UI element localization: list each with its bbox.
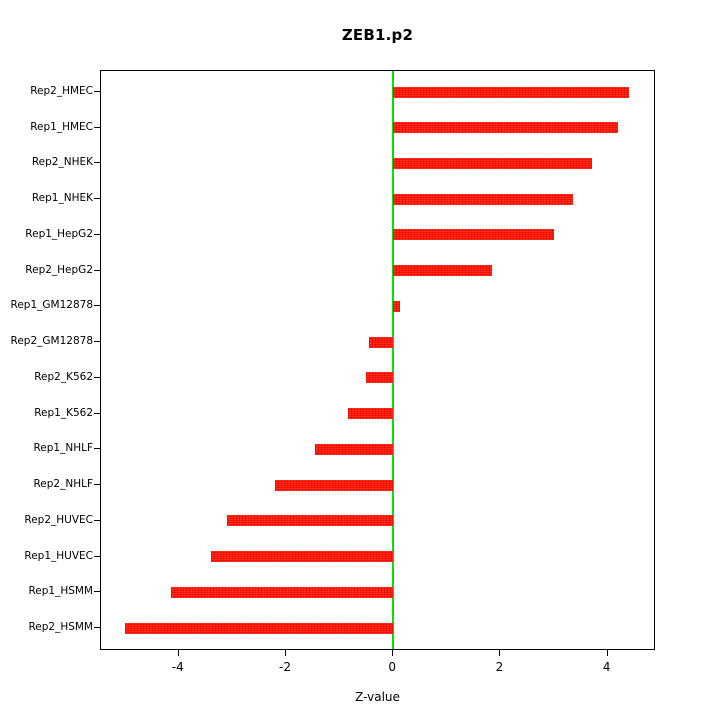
plot-area <box>100 70 655 650</box>
y-axis-tick <box>94 91 100 92</box>
y-tick-label: Rep2_NHLF <box>33 478 93 491</box>
bar <box>125 622 394 634</box>
x-axis-tick <box>177 650 179 656</box>
y-axis-tick <box>94 198 100 200</box>
y-tick-label: Rep1_K562 <box>34 406 93 419</box>
x-axis-title: Z-value <box>355 690 400 704</box>
bar <box>366 372 394 384</box>
y-tick-label: Rep2_HSMM <box>28 621 93 633</box>
y-axis-tick <box>94 591 100 593</box>
bar <box>393 193 573 205</box>
x-tick-label: 4 <box>602 660 611 674</box>
y-axis-tick <box>94 162 100 164</box>
y-axis-tick <box>94 233 100 235</box>
bar <box>393 86 630 98</box>
bar <box>170 586 394 598</box>
y-tick-label: Rep2_HMEC <box>30 85 93 97</box>
y-tick-label: Rep2_HUVEC <box>24 513 93 526</box>
y-tick-label: Rep1_HMEC <box>30 120 93 133</box>
x-axis-tick <box>499 650 501 656</box>
chart-title: ZEB1.p2 <box>341 26 414 44</box>
x-tick-label: 0 <box>388 660 397 674</box>
y-tick-label: Rep2_HepG2 <box>25 263 93 276</box>
bar <box>369 336 394 348</box>
y-axis-tick <box>94 376 100 378</box>
y-tick-label: Rep1_GM12878 <box>10 299 93 312</box>
y-tick-label: Rep2_NHEK <box>31 156 93 169</box>
bar <box>393 300 400 312</box>
bar <box>315 443 394 455</box>
y-axis-tick <box>94 269 100 271</box>
y-axis-tick <box>94 627 100 628</box>
bar <box>393 157 592 169</box>
x-tick-label: -4 <box>171 660 184 674</box>
y-axis-tick <box>94 519 100 521</box>
y-axis-tick <box>94 305 100 307</box>
y-tick-label: Rep1_HSMM <box>28 585 93 598</box>
bar <box>227 515 394 527</box>
y-axis-tick <box>94 448 100 450</box>
y-tick-label: Rep1_HUVEC <box>24 549 93 562</box>
bar <box>347 408 394 420</box>
bar <box>393 122 619 134</box>
y-tick-label: Rep1_NHEK <box>31 192 93 205</box>
y-axis-tick <box>94 341 100 343</box>
y-axis-tick <box>94 484 100 486</box>
y-axis-tick <box>94 412 100 414</box>
zero-line <box>392 71 395 649</box>
x-axis-tick <box>392 650 394 656</box>
x-axis-tick <box>606 650 608 656</box>
y-tick-label: Rep2_K562 <box>34 370 93 383</box>
y-tick-label: Rep1_NHLF <box>33 442 93 455</box>
bar <box>393 265 493 277</box>
x-tick-label: 2 <box>495 660 504 674</box>
bar <box>393 229 555 241</box>
bar <box>210 551 394 563</box>
y-axis-tick <box>94 555 100 557</box>
y-axis-tick <box>94 126 100 128</box>
y-tick-label: Rep2_GM12878 <box>10 335 93 348</box>
x-axis-tick <box>285 650 286 656</box>
bar <box>275 479 394 491</box>
y-tick-label: Rep1_HepG2 <box>25 227 93 240</box>
x-tick-label: -2 <box>279 660 291 674</box>
